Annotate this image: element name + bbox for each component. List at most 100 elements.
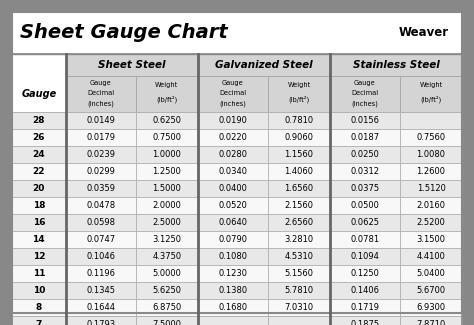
- Text: 5.0000: 5.0000: [152, 269, 181, 278]
- Text: (inches): (inches): [219, 100, 246, 107]
- Bar: [330, 163, 400, 180]
- Text: 0.6250: 0.6250: [152, 116, 182, 125]
- Bar: [268, 282, 330, 299]
- Text: 0.1793: 0.1793: [86, 320, 115, 325]
- Bar: [268, 316, 330, 325]
- Bar: [400, 299, 462, 316]
- Text: (inches): (inches): [352, 100, 378, 107]
- Bar: [330, 54, 462, 76]
- Bar: [12, 129, 66, 146]
- Text: 2.0000: 2.0000: [152, 201, 181, 210]
- Text: Decimal: Decimal: [351, 90, 379, 97]
- Text: (lb/ft²): (lb/ft²): [156, 96, 177, 103]
- Text: 7.0310: 7.0310: [284, 303, 313, 312]
- Bar: [400, 197, 462, 214]
- Bar: [198, 76, 268, 112]
- Bar: [66, 197, 136, 214]
- Text: 1.5120: 1.5120: [417, 184, 446, 193]
- Bar: [400, 112, 462, 129]
- Text: 0.0239: 0.0239: [86, 150, 115, 159]
- Bar: [330, 282, 400, 299]
- Bar: [268, 76, 330, 112]
- Text: 0.1094: 0.1094: [351, 252, 379, 261]
- Bar: [198, 180, 268, 197]
- Bar: [330, 316, 400, 325]
- Bar: [12, 112, 66, 129]
- Bar: [12, 12, 462, 54]
- Bar: [400, 231, 462, 248]
- Bar: [136, 112, 198, 129]
- Bar: [268, 112, 330, 129]
- Text: Weaver: Weaver: [399, 27, 449, 40]
- Bar: [400, 265, 462, 282]
- Bar: [330, 299, 400, 316]
- Text: 0.0747: 0.0747: [86, 235, 115, 244]
- Text: 0.0149: 0.0149: [86, 116, 115, 125]
- Text: 10: 10: [33, 286, 45, 295]
- Bar: [330, 129, 400, 146]
- Text: 0.0500: 0.0500: [351, 201, 379, 210]
- Text: 28: 28: [33, 116, 45, 125]
- Bar: [198, 129, 268, 146]
- Text: 5.0400: 5.0400: [417, 269, 446, 278]
- Bar: [330, 214, 400, 231]
- Text: Weight: Weight: [419, 82, 443, 88]
- Bar: [136, 299, 198, 316]
- Text: Decimal: Decimal: [219, 90, 246, 97]
- Bar: [330, 112, 400, 129]
- Text: 1.6560: 1.6560: [284, 184, 313, 193]
- Text: 0.0598: 0.0598: [86, 218, 115, 227]
- Text: 0.0220: 0.0220: [219, 133, 247, 142]
- Bar: [12, 163, 66, 180]
- Text: 3.1250: 3.1250: [152, 235, 182, 244]
- Bar: [66, 146, 136, 163]
- Text: 14: 14: [33, 235, 45, 244]
- Text: 0.0478: 0.0478: [86, 201, 115, 210]
- Text: 0.0179: 0.0179: [86, 133, 115, 142]
- Text: 0.1406: 0.1406: [350, 286, 380, 295]
- Text: Galvanized Steel: Galvanized Steel: [215, 60, 313, 70]
- Bar: [400, 163, 462, 180]
- Bar: [66, 112, 136, 129]
- Text: 5.6700: 5.6700: [417, 286, 446, 295]
- Text: 0.0790: 0.0790: [219, 235, 247, 244]
- Bar: [12, 214, 66, 231]
- Bar: [330, 265, 400, 282]
- Text: Gauge: Gauge: [90, 80, 112, 86]
- Text: 0.1250: 0.1250: [351, 269, 379, 278]
- Bar: [12, 299, 66, 316]
- Text: Sheet Gauge Chart: Sheet Gauge Chart: [20, 23, 228, 43]
- Bar: [330, 146, 400, 163]
- Text: 0.0375: 0.0375: [350, 184, 380, 193]
- Text: 0.1644: 0.1644: [86, 303, 115, 312]
- Bar: [400, 180, 462, 197]
- Text: 2.1560: 2.1560: [284, 201, 313, 210]
- Text: 1.5000: 1.5000: [152, 184, 181, 193]
- Text: 26: 26: [33, 133, 45, 142]
- Bar: [136, 265, 198, 282]
- Bar: [330, 248, 400, 265]
- Bar: [268, 129, 330, 146]
- Bar: [136, 282, 198, 299]
- Text: Gauge: Gauge: [21, 89, 56, 99]
- Bar: [66, 54, 198, 76]
- Bar: [66, 299, 136, 316]
- Bar: [136, 146, 198, 163]
- Bar: [12, 54, 66, 112]
- Bar: [198, 54, 330, 76]
- Text: 0.0250: 0.0250: [351, 150, 379, 159]
- Bar: [66, 231, 136, 248]
- Text: 0.0359: 0.0359: [86, 184, 115, 193]
- Bar: [268, 214, 330, 231]
- Text: 7: 7: [36, 320, 42, 325]
- Text: 0.0312: 0.0312: [350, 167, 380, 176]
- Bar: [136, 231, 198, 248]
- Text: 8: 8: [36, 303, 42, 312]
- Text: Stainless Steel: Stainless Steel: [353, 60, 439, 70]
- Bar: [12, 265, 66, 282]
- Text: 0.9060: 0.9060: [284, 133, 313, 142]
- Bar: [66, 129, 136, 146]
- Bar: [136, 129, 198, 146]
- Bar: [400, 248, 462, 265]
- Bar: [12, 316, 66, 325]
